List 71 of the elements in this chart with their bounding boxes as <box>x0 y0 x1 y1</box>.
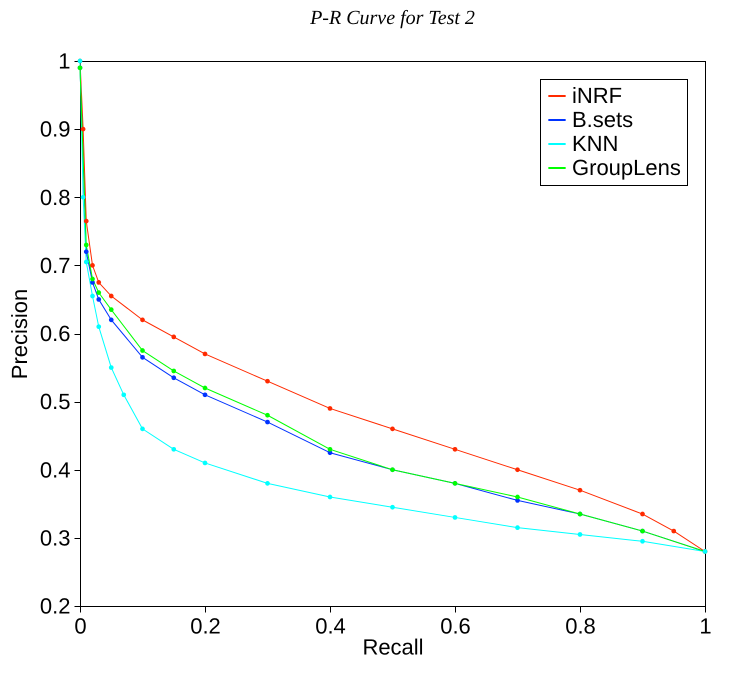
point <box>202 460 208 466</box>
point <box>140 348 145 353</box>
legend-label: iNRF <box>572 83 622 108</box>
x-axis-title: Recall <box>362 634 424 660</box>
point <box>265 420 270 424</box>
legend-label: GroupLens <box>572 155 681 180</box>
point <box>578 488 582 493</box>
point <box>265 412 270 418</box>
point <box>84 218 89 224</box>
point <box>84 260 89 264</box>
legend-label: B.sets <box>572 107 634 132</box>
x-tick-label: 0 <box>74 614 87 638</box>
point <box>671 528 676 534</box>
point <box>202 352 208 356</box>
point <box>96 297 102 302</box>
x-tick-label: 0.6 <box>440 614 471 638</box>
point <box>171 334 176 340</box>
y-tick-label: 0.3 <box>40 525 70 550</box>
point <box>390 426 395 432</box>
point <box>328 494 332 500</box>
point <box>90 276 95 282</box>
point <box>84 249 89 254</box>
y-tick-label: 0.8 <box>40 184 70 210</box>
point <box>640 512 645 516</box>
point <box>121 392 126 398</box>
legend-label: KNN <box>572 131 618 156</box>
point <box>90 263 95 268</box>
point <box>578 532 582 537</box>
point <box>96 290 102 295</box>
x-tick-label: 0.2 <box>190 614 221 638</box>
point <box>96 280 102 285</box>
x-tick-label: 1 <box>699 614 712 638</box>
point <box>452 515 458 520</box>
point <box>515 494 520 500</box>
point <box>202 392 208 398</box>
point <box>140 426 145 432</box>
point <box>515 525 520 530</box>
point <box>80 194 86 200</box>
point <box>171 375 176 380</box>
point <box>108 294 114 298</box>
point <box>390 504 395 510</box>
point <box>515 467 520 472</box>
y-tick-label: 0.5 <box>40 389 70 414</box>
y-tick-label: 0.4 <box>40 457 70 482</box>
y-tick-label: 0.6 <box>40 321 70 346</box>
point <box>265 481 270 486</box>
x-tick-label: 0.4 <box>315 614 346 638</box>
point <box>640 538 645 544</box>
point <box>108 318 114 322</box>
point <box>140 355 145 360</box>
y-tick-label: 0.7 <box>40 252 70 278</box>
point <box>328 406 332 411</box>
point <box>202 386 208 390</box>
point <box>265 378 270 384</box>
point <box>108 365 114 370</box>
point <box>328 446 332 452</box>
point <box>171 368 176 374</box>
y-axis-title: Precision <box>6 288 32 380</box>
point <box>80 126 86 132</box>
x-tick-label: 0.8 <box>565 614 596 638</box>
point <box>90 294 95 298</box>
y-tick-label: 0.2 <box>40 594 70 618</box>
point <box>96 324 102 330</box>
point <box>108 307 114 312</box>
point <box>171 446 176 452</box>
point <box>84 242 89 248</box>
y-tick-label: 0.9 <box>40 116 70 142</box>
point <box>140 318 145 322</box>
point <box>452 446 458 452</box>
chart-title: P-R Curve for Test 2 <box>309 7 475 29</box>
y-tick-label: 1 <box>58 48 70 74</box>
